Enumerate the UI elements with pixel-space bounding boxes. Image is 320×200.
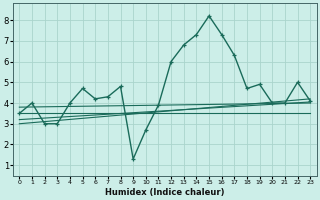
X-axis label: Humidex (Indice chaleur): Humidex (Indice chaleur): [105, 188, 225, 197]
